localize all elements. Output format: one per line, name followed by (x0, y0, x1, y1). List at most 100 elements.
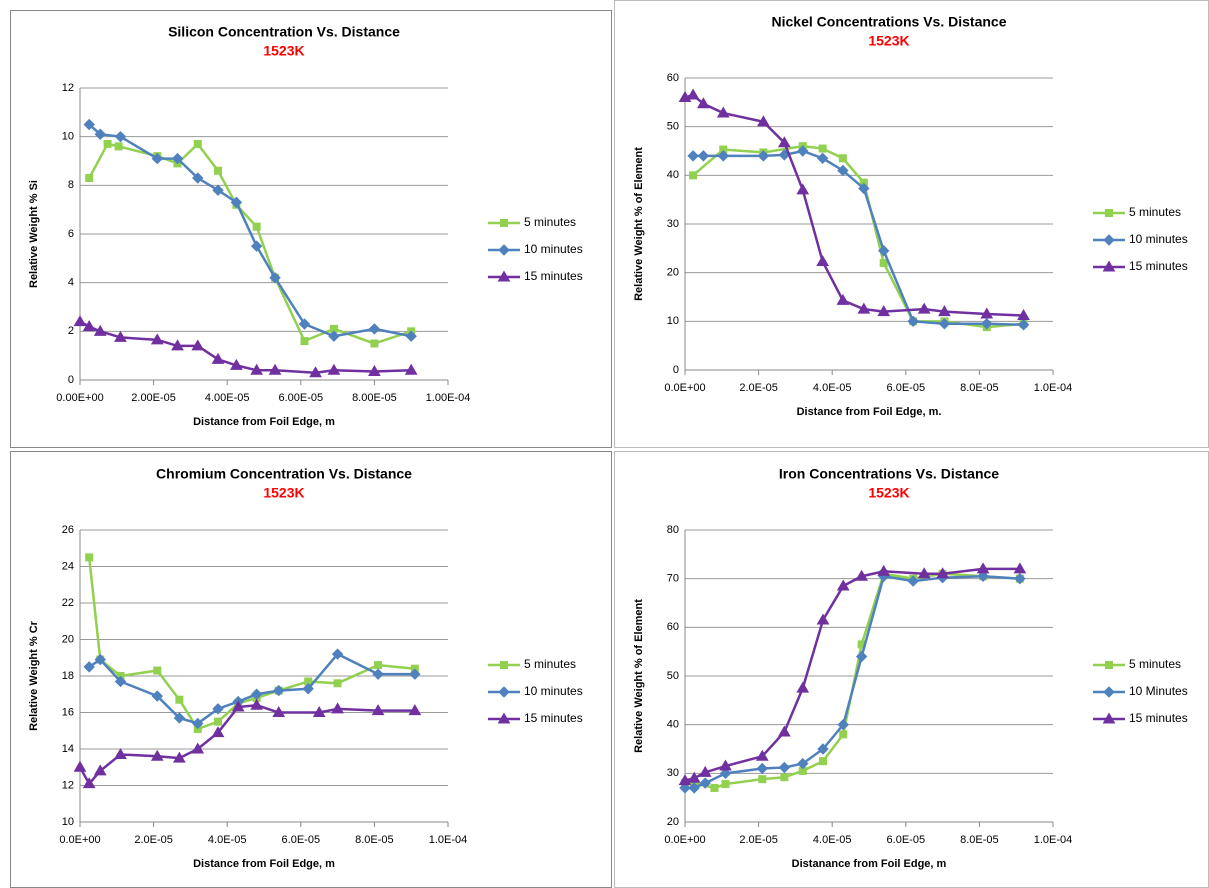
legend-label: 5 minutes (524, 215, 576, 229)
data-point (857, 302, 871, 314)
y-tick-label: 10 (62, 816, 74, 828)
y-axis-label: Relative Weight % of Element (633, 599, 645, 753)
series-line (88, 652, 415, 725)
x-tick-label: 4.0E-05 (208, 834, 247, 846)
x-tick-label: 4.00E-05 (205, 392, 250, 404)
y-tick-label: 2 (68, 325, 74, 337)
chart-panel: Chromium Concentration Vs. Distance 1523K… (28, 466, 583, 870)
x-tick-label: 8.0E-05 (960, 382, 999, 394)
data-point (82, 319, 96, 331)
data-point (150, 333, 164, 345)
y-tick-label: 4 (68, 277, 74, 289)
x-tick-label: 1.0E-04 (1034, 382, 1073, 394)
data-point (756, 762, 768, 775)
data-point (907, 315, 919, 328)
data-point (687, 771, 701, 783)
x-axis-label: Distance from Foil Edge, m. (797, 406, 942, 418)
x-tick-label: 2.0E-05 (739, 834, 778, 846)
data-point (374, 661, 383, 670)
data-point (331, 702, 344, 714)
data-point (212, 703, 224, 715)
data-point (192, 717, 204, 730)
series-line (685, 574, 1020, 790)
data-point (368, 364, 381, 376)
data-point (214, 717, 222, 726)
data-point (372, 668, 384, 680)
legend-label: 15 minutes (524, 269, 583, 283)
data-point (250, 240, 263, 252)
chart-subtitle: 1523K (263, 43, 304, 59)
y-tick-label: 10 (667, 315, 679, 327)
data-point (103, 139, 112, 148)
x-tick-label: 6.00E-05 (278, 392, 323, 404)
data-point (114, 747, 127, 759)
data-point (858, 182, 870, 195)
data-point (836, 293, 850, 305)
y-tick-label: 12 (62, 779, 74, 791)
data-point (300, 337, 309, 346)
legend-marker (1103, 686, 1115, 698)
series-line (88, 142, 412, 345)
chart-title: Chromium Concentration Vs. Distance (156, 466, 412, 482)
data-point (404, 363, 418, 375)
chart-panel: Nickel Concentrations Vs. Distance 1523K 0… (633, 14, 1188, 418)
data-point (1013, 562, 1027, 574)
series-line (684, 567, 1020, 782)
data-point (1014, 572, 1026, 585)
data-point (755, 749, 769, 761)
data-point (686, 88, 700, 100)
data-point (679, 782, 691, 794)
y-tick-label: 14 (62, 743, 74, 755)
x-tick-label: 2.0E-05 (134, 834, 173, 846)
series-line (87, 557, 416, 731)
data-point (83, 118, 95, 131)
x-tick-label: 0.0E+00 (664, 382, 705, 394)
data-point (191, 742, 205, 754)
legend-marker (1102, 260, 1116, 272)
data-point (981, 318, 993, 330)
data-point (331, 648, 344, 660)
data-point (114, 675, 127, 688)
data-point (721, 780, 730, 789)
data-point (328, 330, 340, 342)
x-axis-label: Distance from Foil Edge, m (193, 858, 335, 870)
legend-label: 10 minutes (1129, 232, 1188, 246)
data-point (231, 700, 245, 712)
data-point (1017, 308, 1030, 320)
data-point (212, 184, 224, 196)
y-tick-label: 60 (667, 621, 679, 633)
y-tick-label: 30 (667, 767, 679, 779)
legend-marker (500, 661, 508, 669)
x-tick-label: 2.00E-05 (131, 392, 176, 404)
y-axis-label: Relative Weight % of Element (633, 147, 645, 301)
data-point (85, 553, 94, 562)
chart-subtitle: 1523K (868, 485, 909, 501)
data-point (777, 725, 791, 737)
data-point (797, 145, 809, 157)
series-line (692, 144, 1024, 329)
chart-subtitle: 1523K (868, 33, 909, 49)
data-point (230, 196, 243, 209)
y-tick-label: 40 (667, 719, 679, 731)
data-point (757, 115, 770, 127)
legend-label: 5 minutes (1129, 657, 1181, 671)
data-point (409, 668, 421, 680)
legend-label: 15 minutes (524, 711, 583, 725)
data-point (838, 154, 847, 163)
data-point (93, 324, 107, 336)
legend-marker (498, 686, 510, 698)
y-tick-label: 20 (667, 816, 679, 828)
data-point (878, 245, 890, 257)
legend-marker (497, 270, 511, 282)
chart-title: Nickel Concentrations Vs. Distance (772, 14, 1007, 30)
y-tick-label: 20 (667, 267, 679, 279)
data-point (151, 690, 163, 702)
x-tick-label: 4.0E-05 (813, 834, 852, 846)
y-tick-label: 20 (62, 633, 74, 645)
data-point (837, 164, 849, 177)
legend-marker (1105, 209, 1113, 217)
y-tick-label: 50 (667, 121, 679, 133)
x-tick-label: 1.00E-04 (426, 392, 471, 404)
data-point (699, 777, 711, 789)
